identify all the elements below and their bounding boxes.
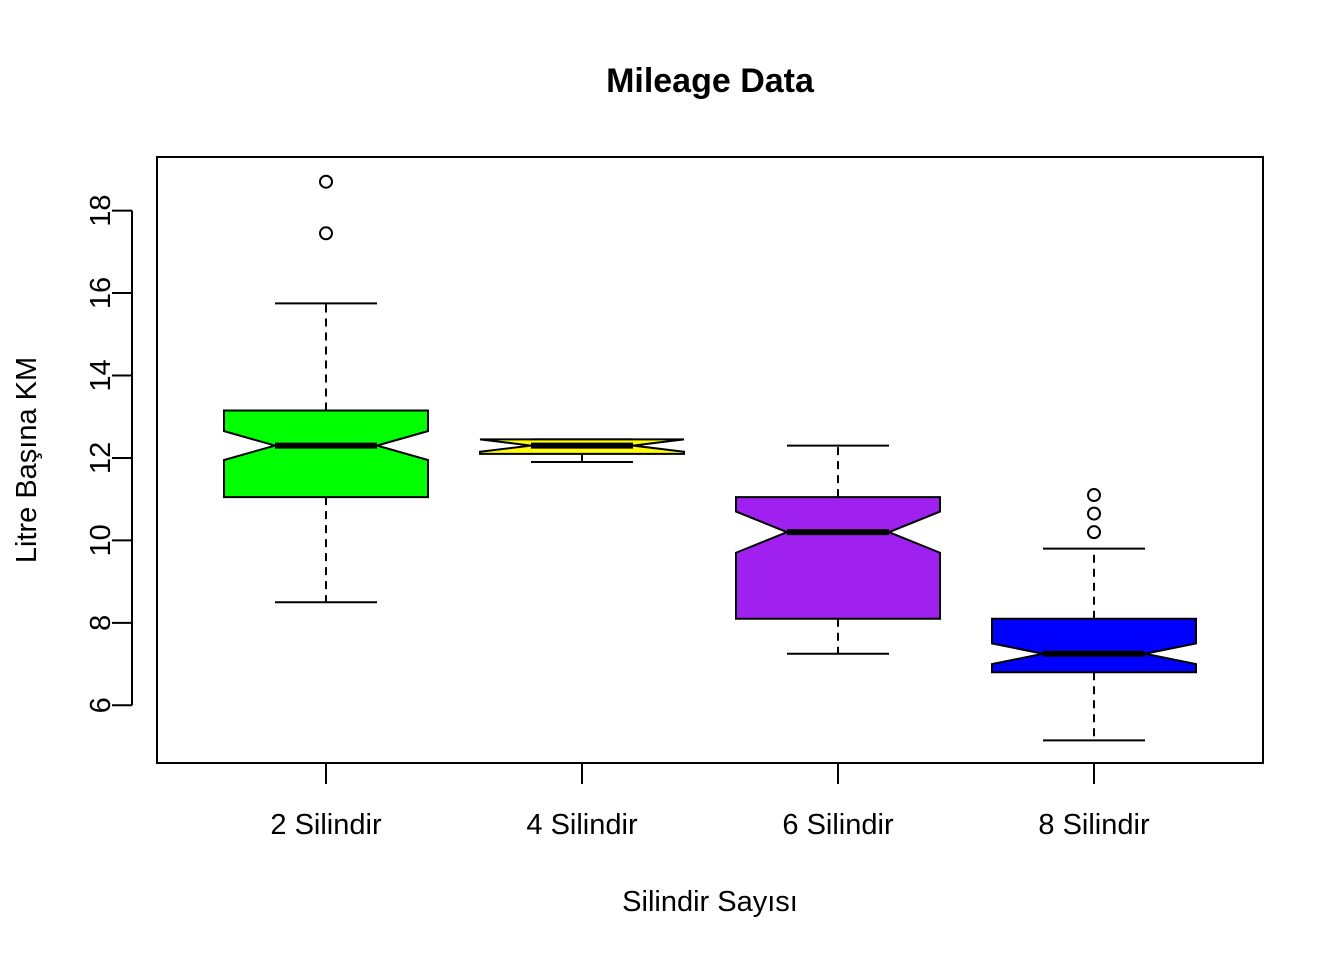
outlier-point bbox=[1087, 488, 1101, 503]
box-body bbox=[735, 496, 941, 620]
y-tick-label: 16 bbox=[85, 277, 117, 309]
box-body bbox=[223, 409, 429, 499]
outlier-point bbox=[1087, 506, 1101, 521]
outlier-point bbox=[319, 226, 333, 241]
y-tick-label: 8 bbox=[85, 615, 117, 631]
y-tick-label: 10 bbox=[85, 524, 117, 556]
y-tick-label: 14 bbox=[85, 359, 117, 391]
y-tick-label: 18 bbox=[85, 194, 117, 226]
x-axis-label: Silindir Sayısı bbox=[622, 886, 798, 918]
outlier-point bbox=[319, 174, 333, 189]
chart-marks: 6 8 10 12 14 16 18 2 Silindir 4 Silindir 6 Silind… bbox=[85, 174, 1197, 841]
x-tick-label: 4 Silindir bbox=[526, 809, 638, 841]
box-body bbox=[991, 617, 1197, 674]
outlier-point bbox=[1087, 525, 1101, 540]
y-axis-label: Litre Başına KM bbox=[11, 357, 43, 563]
x-tick-label: 2 Silindir bbox=[270, 809, 382, 841]
y-tick-label: 12 bbox=[85, 442, 117, 474]
chart-title: Mileage Data bbox=[606, 62, 815, 100]
x-tick-label: 8 Silindir bbox=[1038, 809, 1150, 841]
y-tick-label: 6 bbox=[85, 697, 117, 713]
x-tick-label: 6 Silindir bbox=[782, 809, 894, 841]
